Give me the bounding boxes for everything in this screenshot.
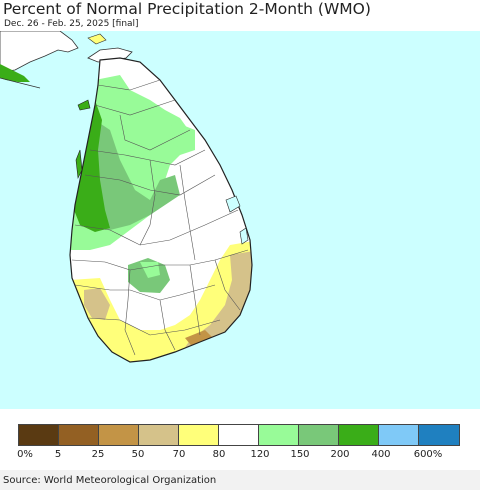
legend-tick-label: 150 bbox=[290, 449, 310, 460]
legend-swatch bbox=[139, 425, 179, 445]
mannar-island bbox=[77, 99, 91, 111]
precipitation-map bbox=[0, 31, 480, 409]
kalpitiya-spit bbox=[75, 149, 83, 180]
legend-swatch bbox=[219, 425, 259, 445]
map-subtitle: Dec. 26 - Feb. 25, 2025 [final] bbox=[4, 19, 139, 29]
legend-swatch bbox=[59, 425, 99, 445]
legend-tick-label: 25 bbox=[91, 449, 105, 460]
india-coastline-lower bbox=[0, 77, 41, 89]
zone-50-70-southwest bbox=[84, 288, 110, 320]
legend-colorbar bbox=[18, 424, 460, 446]
footer-bar bbox=[0, 470, 480, 490]
legend-tick-label: 70 bbox=[172, 449, 186, 460]
island-coastline bbox=[69, 57, 253, 363]
source-credit: Source: World Meteorological Organizatio… bbox=[3, 475, 217, 486]
map-title: Percent of Normal Precipitation 2-Month … bbox=[3, 0, 371, 18]
legend-tick-label: 400 bbox=[371, 449, 391, 460]
legend-tick-label: 0% bbox=[17, 449, 33, 460]
north-yellow-patch bbox=[87, 33, 107, 45]
legend-swatch bbox=[99, 425, 139, 445]
legend-tick-label: 120 bbox=[250, 449, 270, 460]
legend-tick-label: 200 bbox=[330, 449, 350, 460]
legend-swatch bbox=[419, 425, 459, 445]
trincomalee-inlet bbox=[225, 195, 241, 213]
legend-tick-label: 50 bbox=[131, 449, 145, 460]
legend-tick-label: 600% bbox=[413, 449, 443, 460]
legend-swatch bbox=[379, 425, 419, 445]
batticaloa-lagoon bbox=[239, 227, 249, 245]
legend-tick-label: 5 bbox=[54, 449, 62, 460]
legend-swatch bbox=[259, 425, 299, 445]
district-boundaries bbox=[71, 79, 249, 356]
legend-swatch bbox=[299, 425, 339, 445]
legend-swatch bbox=[339, 425, 379, 445]
india-green-patch bbox=[0, 64, 30, 82]
legend-swatch bbox=[179, 425, 219, 445]
zone-120-150-east bbox=[170, 120, 195, 155]
zone-150-200-west bbox=[95, 120, 180, 230]
legend-tick-label: 80 bbox=[212, 449, 226, 460]
legend-swatch bbox=[19, 425, 59, 445]
